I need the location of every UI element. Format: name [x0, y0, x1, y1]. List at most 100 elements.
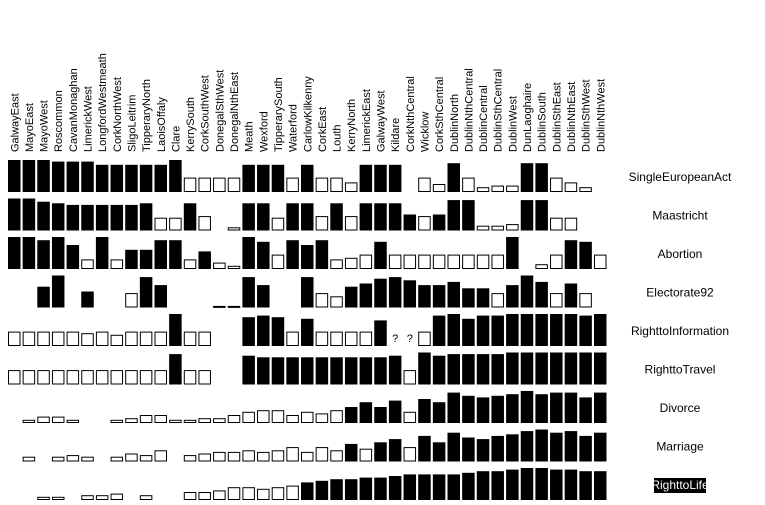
bar-filled: [506, 434, 519, 462]
bar-filled: [579, 435, 592, 462]
bar-hollow: [476, 225, 490, 231]
bar-filled: [286, 203, 299, 231]
bar-filled: [51, 203, 65, 231]
bar-filled: [491, 395, 504, 423]
bar-hollow: [388, 254, 402, 270]
column-label: Clare: [170, 126, 182, 152]
bar-filled: [374, 278, 387, 308]
bar-filled: [388, 277, 402, 308]
bar-filled: [579, 471, 592, 500]
bar-filled: [403, 280, 417, 308]
bar-hollow: [462, 177, 475, 193]
row-label[interactable]: RighttoTravel: [645, 363, 716, 377]
bar-hollow: [315, 331, 329, 347]
row-label[interactable]: Abortion: [658, 247, 703, 261]
bar-filled: [594, 432, 607, 462]
bar-hollow: [344, 216, 358, 231]
row-label[interactable]: RighttoLife: [651, 478, 709, 492]
bar-filled: [359, 164, 373, 192]
bar-hollow: [242, 450, 255, 462]
bar-hollow: [125, 418, 138, 424]
column-label: Roscommon: [53, 90, 65, 152]
bar-filled: [388, 355, 402, 385]
bar-filled: [520, 163, 534, 192]
bar-filled: [550, 469, 563, 500]
bar-filled: [301, 203, 314, 231]
bar-hollow: [227, 227, 241, 231]
bar-hollow: [315, 177, 329, 193]
bar-filled: [286, 357, 299, 385]
bar-filled: [169, 354, 182, 385]
bar-hollow: [418, 254, 431, 270]
row-label[interactable]: Divorce: [660, 401, 701, 415]
bar-hollow: [125, 293, 138, 308]
bar-hollow: [198, 492, 211, 500]
bar-hollow: [315, 293, 329, 308]
bar-filled: [462, 288, 475, 308]
row-label-highlight: [654, 478, 706, 493]
bar-hollow: [330, 177, 343, 193]
bar-filled: [110, 204, 124, 231]
bar-filled: [359, 477, 373, 500]
bar-filled: [594, 392, 607, 423]
bar-filled: [403, 474, 417, 500]
column-label: LaoisOffaly: [156, 97, 168, 152]
bar-filled: [418, 352, 431, 385]
row-label[interactable]: Marriage: [656, 440, 704, 454]
row-label[interactable]: RighttoInformation: [631, 324, 729, 338]
bar-filled: [66, 245, 80, 269]
bar-filled: [476, 397, 490, 423]
bar-hollow: [286, 447, 299, 462]
bar-hollow: [154, 450, 167, 462]
bar-filled: [242, 164, 255, 192]
column-label: Wicklow: [419, 112, 431, 152]
bar-filled: [520, 391, 534, 423]
bar-filled: [257, 164, 270, 192]
bar-hollow: [564, 217, 578, 231]
bar-filled: [374, 203, 387, 231]
bar-filled: [139, 249, 153, 269]
bar-hollow: [432, 254, 446, 270]
bar-filled: [447, 354, 460, 385]
bar-hollow: [198, 418, 211, 424]
column-label: Louth: [332, 124, 344, 152]
bar-filled: [432, 355, 446, 385]
bar-filled: [520, 468, 534, 500]
bar-hollow: [81, 495, 94, 501]
bar-filled: [535, 394, 548, 423]
bar-hollow: [51, 331, 65, 347]
bar-filled: [476, 288, 490, 308]
bar-filled: [301, 277, 314, 308]
bar-filled: [139, 164, 153, 192]
bar-hollow: [242, 487, 255, 501]
bar-hollow: [198, 177, 211, 193]
bar-filled: [154, 240, 167, 269]
bar-hollow: [315, 413, 329, 423]
column-label: MayoEast: [24, 103, 36, 152]
bar-hollow: [418, 331, 431, 347]
bar-hollow: [594, 254, 607, 270]
bar-hollow: [535, 264, 548, 270]
bar-hollow: [37, 496, 50, 500]
bar-filled: [476, 439, 490, 462]
bar-filled: [125, 204, 138, 231]
bar-filled: [301, 318, 314, 346]
bar-hollow: [227, 177, 241, 193]
bar-hollow: [491, 185, 504, 193]
row-label[interactable]: SingleEuropeanAct: [629, 170, 732, 184]
bar-hollow: [403, 254, 417, 270]
bar-filled: [257, 203, 270, 231]
row-label[interactable]: Electorate92: [646, 286, 714, 300]
bar-filled: [579, 397, 592, 423]
column-label: CorkNthCentral: [405, 76, 417, 152]
column-label: LongfordWestmeath: [97, 53, 109, 152]
column-label: LimerickWest: [83, 86, 95, 152]
bar-hollow: [579, 293, 592, 308]
bar-filled: [579, 241, 592, 269]
bar-hollow: [286, 415, 299, 423]
row-label[interactable]: Maastricht: [652, 209, 708, 223]
bar-filled: [81, 204, 94, 231]
bar-filled: [344, 479, 358, 500]
bar-filled: [359, 203, 373, 231]
